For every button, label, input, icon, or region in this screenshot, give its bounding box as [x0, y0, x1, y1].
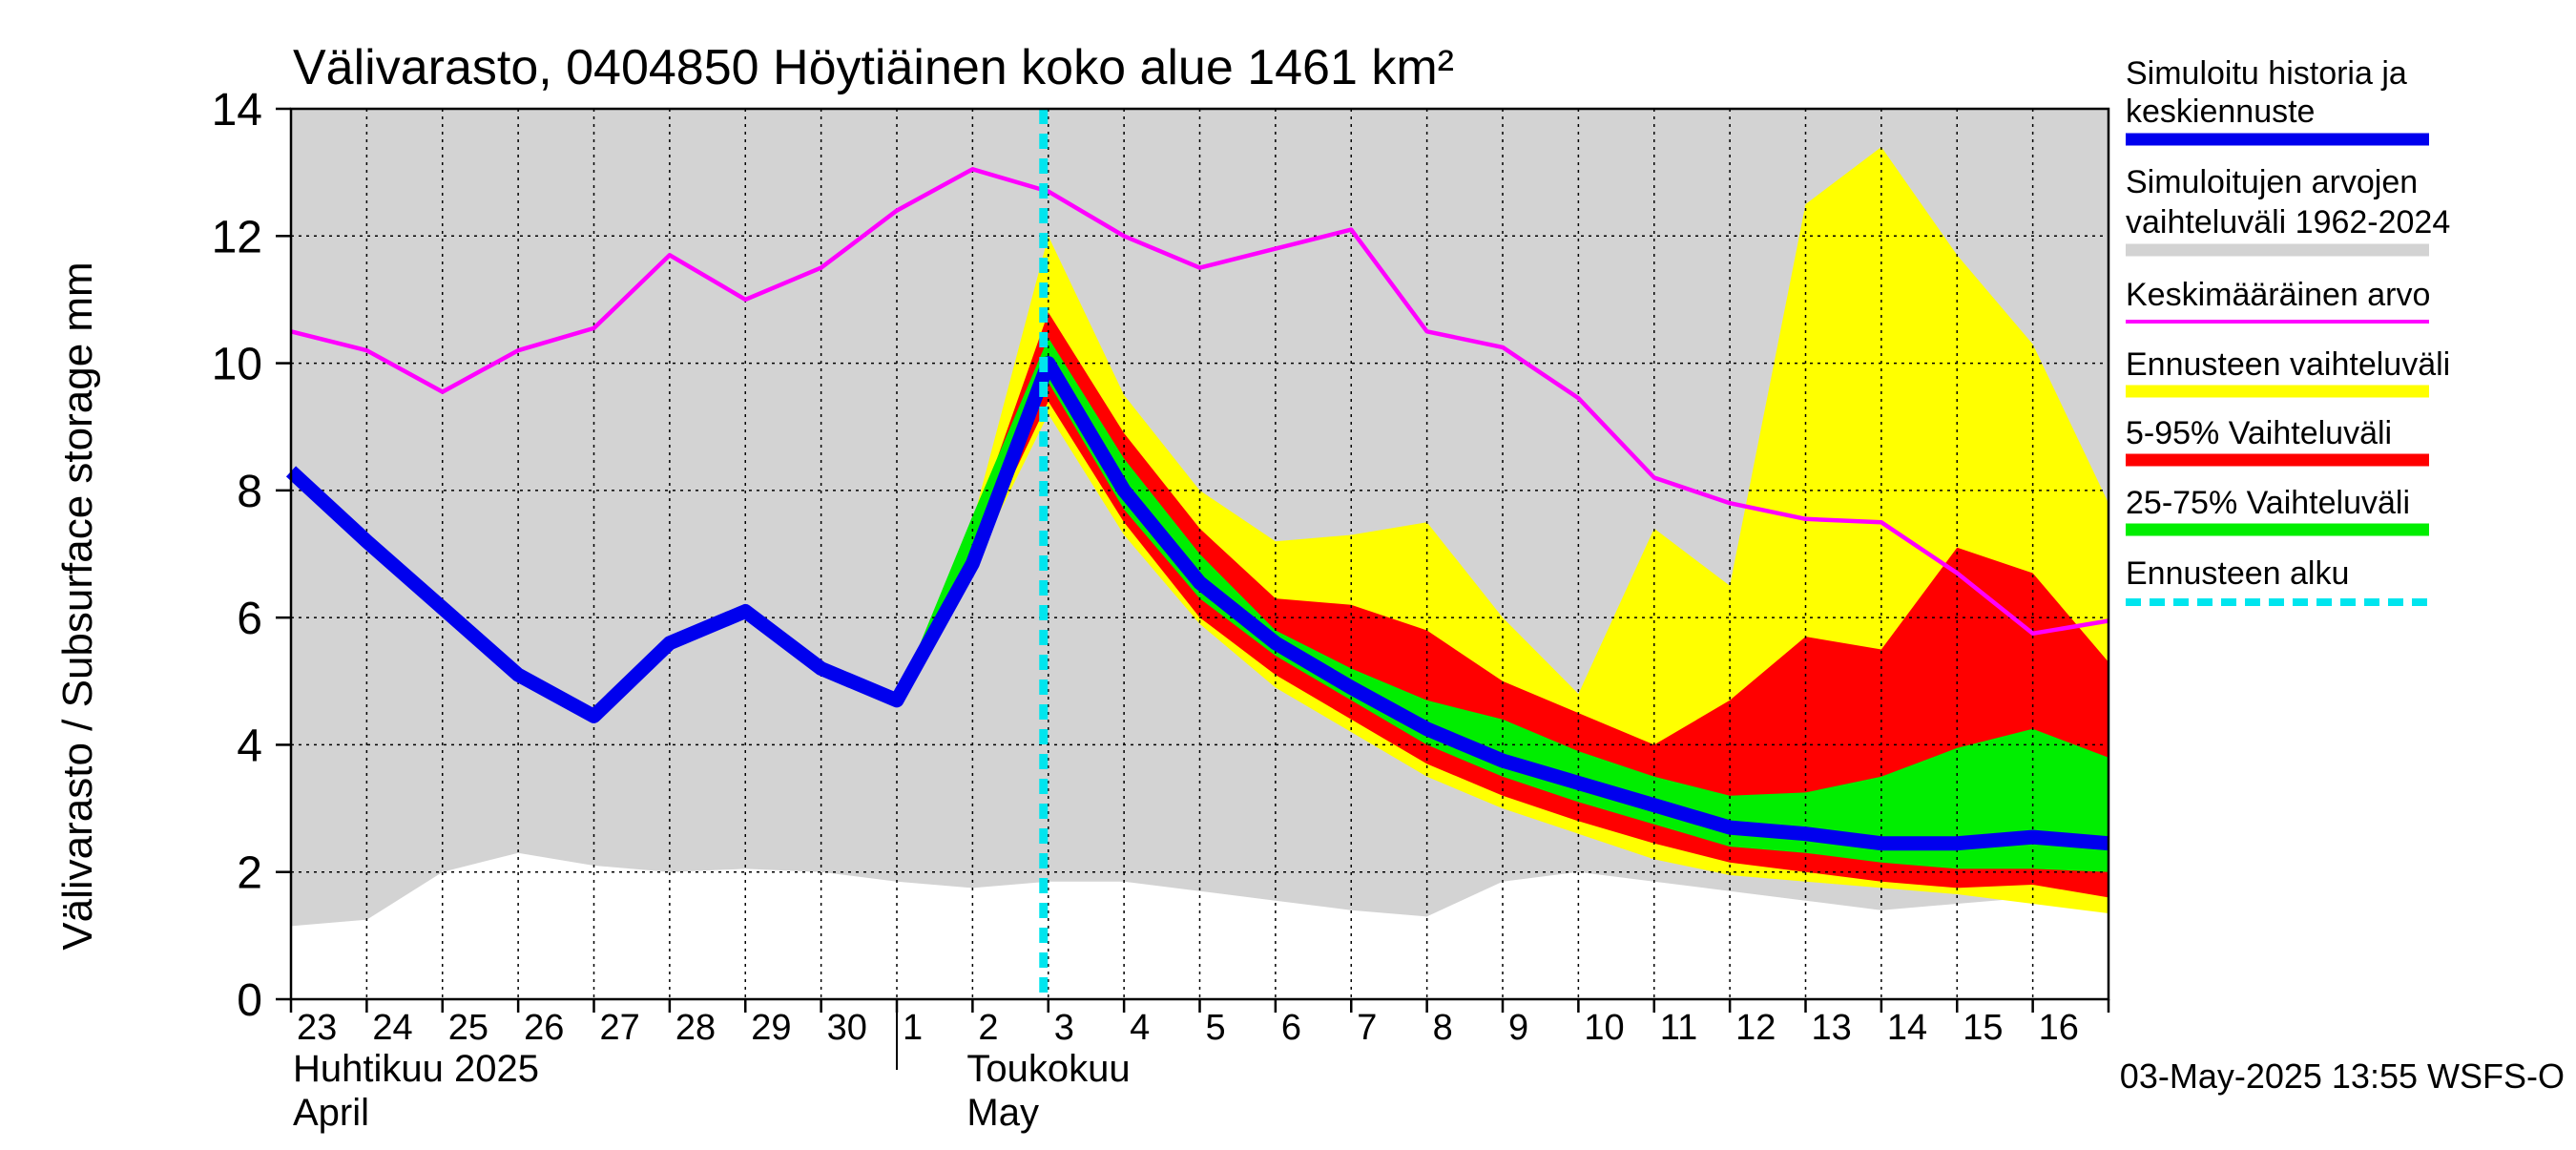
x-tick-label: 26 — [524, 1008, 564, 1048]
x-tick-label: 1 — [903, 1008, 923, 1048]
y-tick-label: 6 — [237, 594, 262, 644]
y-axis-label: Välivarasto / Subsurface storage mm — [54, 261, 101, 950]
legend-label: 5-95% Vaihteluväli — [2126, 415, 2392, 451]
x-tick-label: 13 — [1812, 1008, 1852, 1048]
month-label-en: April — [293, 1092, 369, 1134]
y-tick-label: 8 — [237, 467, 262, 517]
x-tick-label: 28 — [675, 1008, 716, 1048]
x-tick-label: 27 — [600, 1008, 640, 1048]
legend-label: Simuloitu historia ja — [2126, 55, 2407, 92]
x-tick-label: 24 — [372, 1008, 412, 1048]
x-tick-label: 25 — [448, 1008, 488, 1048]
x-tick-label: 10 — [1584, 1008, 1624, 1048]
x-tick-label: 6 — [1281, 1008, 1301, 1048]
x-tick-label: 15 — [1963, 1008, 2003, 1048]
x-tick-label: 23 — [297, 1008, 337, 1048]
x-tick-label: 29 — [751, 1008, 791, 1048]
series-line-mean — [290, 167, 2109, 637]
month-label-fi: Huhtikuu 2025 — [293, 1048, 539, 1090]
x-tick-label: 30 — [827, 1008, 867, 1048]
legend-label: keskiennuste — [2126, 94, 2315, 130]
y-tick-label: 14 — [212, 85, 262, 136]
x-tick-label: 7 — [1357, 1008, 1377, 1048]
x-tick-label: 14 — [1887, 1008, 1927, 1048]
month-label-en: May — [966, 1092, 1039, 1134]
y-tick-label: 4 — [237, 721, 262, 771]
x-tick-label: 11 — [1660, 1008, 1697, 1048]
y-tick-label: 12 — [212, 212, 262, 262]
x-tick-label: 4 — [1130, 1008, 1150, 1048]
legend-label: Ennusteen vaihteluväli — [2126, 346, 2450, 383]
legend-label: Keskimääräinen arvo — [2126, 277, 2430, 313]
legend-label: Simuloitujen arvojen — [2126, 164, 2418, 200]
y-tick-label: 10 — [212, 340, 262, 390]
x-tick-label: 12 — [1735, 1008, 1776, 1048]
x-tick-label: 2 — [978, 1008, 998, 1048]
y-tick-label: 2 — [237, 848, 262, 899]
x-tick-label: 5 — [1206, 1008, 1226, 1048]
legend-label: Ennusteen alku — [2126, 555, 2349, 592]
x-tick-label: 3 — [1054, 1008, 1074, 1048]
series-line-main — [285, 356, 2109, 851]
y-tick-label: 0 — [237, 975, 262, 1026]
x-tick-label: 8 — [1433, 1008, 1453, 1048]
x-tick-label: 9 — [1508, 1008, 1528, 1048]
legend-label: vaihteluväli 1962-2024 — [2126, 204, 2450, 240]
footer-timestamp: 03-May-2025 13:55 WSFS-O — [2120, 1056, 2565, 1096]
x-tick-label: 16 — [2039, 1008, 2079, 1048]
month-label-fi: Toukokuu — [966, 1048, 1130, 1090]
chart-title: Välivarasto, 0404850 Höytiäinen koko alu… — [293, 40, 1454, 95]
legend-label: 25-75% Vaihteluväli — [2126, 485, 2410, 521]
